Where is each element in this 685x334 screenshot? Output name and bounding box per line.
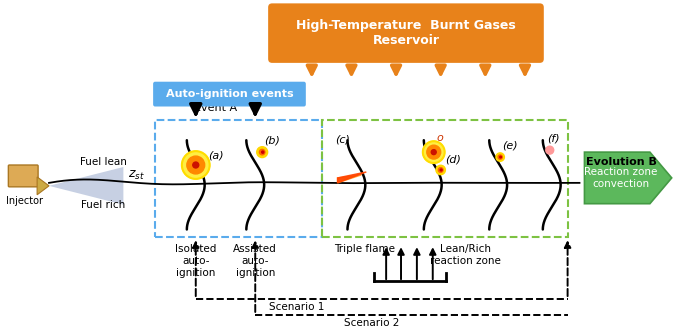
Circle shape: [440, 169, 442, 171]
Text: o: o: [437, 133, 443, 143]
Text: High-Temperature  Burnt Gases
Reservoir: High-Temperature Burnt Gases Reservoir: [296, 19, 516, 47]
Circle shape: [427, 145, 440, 159]
Text: (a): (a): [208, 150, 223, 160]
Text: (c): (c): [336, 134, 351, 144]
FancyBboxPatch shape: [268, 3, 544, 63]
FancyArrow shape: [584, 152, 672, 204]
Circle shape: [260, 149, 265, 155]
Text: Fuel lean: Fuel lean: [80, 157, 127, 167]
Bar: [155, 120, 322, 237]
Text: (f): (f): [547, 133, 560, 143]
Circle shape: [438, 168, 443, 172]
Text: Scenario 2: Scenario 2: [344, 318, 399, 328]
Polygon shape: [338, 175, 362, 183]
Polygon shape: [338, 172, 366, 183]
Circle shape: [187, 156, 205, 174]
Text: Evolution B: Evolution B: [586, 157, 657, 167]
FancyBboxPatch shape: [8, 165, 38, 187]
Text: Triple flame: Triple flame: [334, 244, 395, 255]
Text: Fuel rich: Fuel rich: [82, 200, 125, 210]
Text: (e): (e): [502, 140, 518, 150]
FancyBboxPatch shape: [153, 82, 306, 107]
Text: Auto-ignition events: Auto-ignition events: [166, 89, 293, 99]
Text: Event A: Event A: [194, 104, 237, 114]
Text: (d): (d): [445, 154, 460, 164]
Circle shape: [436, 165, 445, 175]
Bar: [322, 120, 568, 237]
Text: Scenario 1: Scenario 1: [269, 302, 325, 312]
Circle shape: [423, 141, 445, 163]
Circle shape: [546, 146, 553, 154]
Text: $z_{st}$: $z_{st}$: [128, 169, 145, 182]
Text: Reaction zone
convection: Reaction zone convection: [584, 167, 658, 189]
Text: Isolated
auto-
ignition: Isolated auto- ignition: [175, 244, 216, 278]
Circle shape: [257, 147, 268, 158]
Text: Injector: Injector: [5, 196, 42, 206]
Circle shape: [262, 151, 264, 153]
Text: Lean/Rich
reaction zone: Lean/Rich reaction zone: [430, 244, 501, 266]
Circle shape: [192, 162, 199, 168]
Text: (b): (b): [264, 135, 280, 145]
Circle shape: [498, 155, 502, 159]
Polygon shape: [49, 167, 123, 205]
Circle shape: [500, 156, 501, 158]
Polygon shape: [37, 177, 49, 195]
Circle shape: [182, 151, 210, 179]
Circle shape: [496, 153, 504, 161]
Text: Assisted
auto-
ignition: Assisted auto- ignition: [234, 244, 277, 278]
Circle shape: [432, 150, 436, 155]
